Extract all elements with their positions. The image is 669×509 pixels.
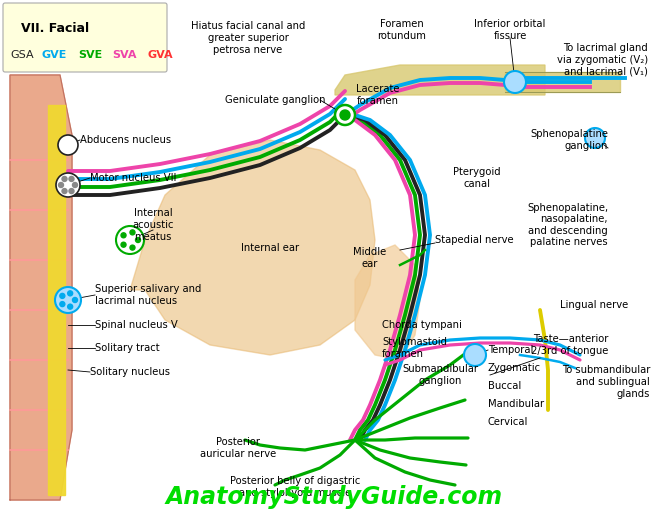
Circle shape bbox=[60, 302, 65, 306]
Text: SVE: SVE bbox=[78, 50, 102, 60]
Text: Pterygoid
canal: Pterygoid canal bbox=[453, 167, 501, 189]
Circle shape bbox=[470, 350, 480, 360]
Circle shape bbox=[510, 77, 520, 87]
Circle shape bbox=[72, 297, 78, 302]
Text: Spinal nucleus V: Spinal nucleus V bbox=[95, 320, 178, 330]
Polygon shape bbox=[10, 75, 72, 500]
Text: GVA: GVA bbox=[148, 50, 174, 60]
Polygon shape bbox=[505, 72, 620, 92]
Text: GSA: GSA bbox=[10, 50, 33, 60]
Text: Taste—anterior
2/3rd of tongue: Taste—anterior 2/3rd of tongue bbox=[531, 334, 608, 356]
Circle shape bbox=[55, 287, 81, 313]
Text: Internal ear: Internal ear bbox=[241, 243, 299, 253]
Text: To submandibular
and sublingual
glands: To submandibular and sublingual glands bbox=[561, 365, 650, 399]
Circle shape bbox=[60, 293, 65, 298]
Text: Posterior
auricular nerve: Posterior auricular nerve bbox=[200, 437, 276, 459]
Circle shape bbox=[464, 344, 486, 366]
Circle shape bbox=[121, 233, 126, 238]
Circle shape bbox=[62, 177, 67, 181]
Text: Chorda tympani: Chorda tympani bbox=[382, 320, 462, 330]
Circle shape bbox=[585, 128, 605, 148]
Text: Foramen
rotundum: Foramen rotundum bbox=[377, 19, 426, 41]
Circle shape bbox=[68, 291, 73, 296]
Text: Motor nucleus VII: Motor nucleus VII bbox=[90, 173, 177, 183]
Circle shape bbox=[58, 135, 78, 155]
Circle shape bbox=[504, 71, 526, 93]
Polygon shape bbox=[130, 140, 375, 355]
Circle shape bbox=[116, 226, 144, 254]
Circle shape bbox=[121, 242, 126, 247]
Circle shape bbox=[62, 188, 67, 193]
Text: Mandibular: Mandibular bbox=[488, 399, 544, 409]
Circle shape bbox=[136, 238, 140, 242]
Text: Solitary nucleus: Solitary nucleus bbox=[90, 367, 170, 377]
Circle shape bbox=[130, 245, 135, 250]
Text: Lingual nerve: Lingual nerve bbox=[560, 300, 628, 310]
Circle shape bbox=[72, 183, 78, 187]
Text: Temporal: Temporal bbox=[488, 345, 533, 355]
FancyBboxPatch shape bbox=[3, 3, 167, 72]
Text: Internal
acoustic
meatus: Internal acoustic meatus bbox=[132, 208, 174, 242]
Circle shape bbox=[69, 177, 74, 181]
Text: Inferior orbital
fissure: Inferior orbital fissure bbox=[474, 19, 546, 41]
Text: Middle
ear: Middle ear bbox=[353, 247, 387, 269]
Text: Superior salivary and
lacrimal nucleus: Superior salivary and lacrimal nucleus bbox=[95, 284, 201, 306]
Circle shape bbox=[68, 304, 73, 309]
Text: SVA: SVA bbox=[112, 50, 136, 60]
Text: Buccal: Buccal bbox=[488, 381, 521, 391]
Text: Stylomastoid
foramen: Stylomastoid foramen bbox=[382, 337, 447, 359]
Circle shape bbox=[130, 230, 135, 235]
Text: Stapedial nerve: Stapedial nerve bbox=[435, 235, 514, 245]
Polygon shape bbox=[48, 105, 65, 495]
Text: Sphenopalatine,
nasopalatine,
and descending
palatine nerves: Sphenopalatine, nasopalatine, and descen… bbox=[527, 203, 608, 247]
Circle shape bbox=[58, 183, 64, 187]
Text: Cervical: Cervical bbox=[488, 417, 529, 427]
Text: Geniculate ganglion: Geniculate ganglion bbox=[225, 95, 325, 105]
Text: Lacerate
foramen: Lacerate foramen bbox=[357, 84, 400, 106]
Text: GVE: GVE bbox=[42, 50, 68, 60]
Text: Sphenopalatine
ganglion: Sphenopalatine ganglion bbox=[530, 129, 608, 151]
Polygon shape bbox=[355, 245, 420, 360]
Text: Abducens nucleus: Abducens nucleus bbox=[80, 135, 171, 145]
Circle shape bbox=[335, 105, 355, 125]
Text: VII. Facial: VII. Facial bbox=[21, 22, 89, 35]
Text: Submandibular
ganglion: Submandibular ganglion bbox=[402, 364, 478, 386]
Circle shape bbox=[56, 173, 80, 197]
Circle shape bbox=[69, 188, 74, 193]
Text: Posterior belly of digastric
and stylohyoid muscle: Posterior belly of digastric and stylohy… bbox=[230, 476, 360, 498]
Text: To lacrimal gland
via zygomatic (V₂)
and lacrimal (V₁): To lacrimal gland via zygomatic (V₂) and… bbox=[557, 43, 648, 76]
Text: Solitary tract: Solitary tract bbox=[95, 343, 160, 353]
Text: Zygomatic: Zygomatic bbox=[488, 363, 541, 373]
Circle shape bbox=[340, 110, 350, 120]
Text: Hiatus facial canal and
greater superior
petrosa nerve: Hiatus facial canal and greater superior… bbox=[191, 21, 305, 54]
Polygon shape bbox=[335, 65, 545, 95]
Text: AnatomyStudyGuide.com: AnatomyStudyGuide.com bbox=[165, 485, 502, 509]
